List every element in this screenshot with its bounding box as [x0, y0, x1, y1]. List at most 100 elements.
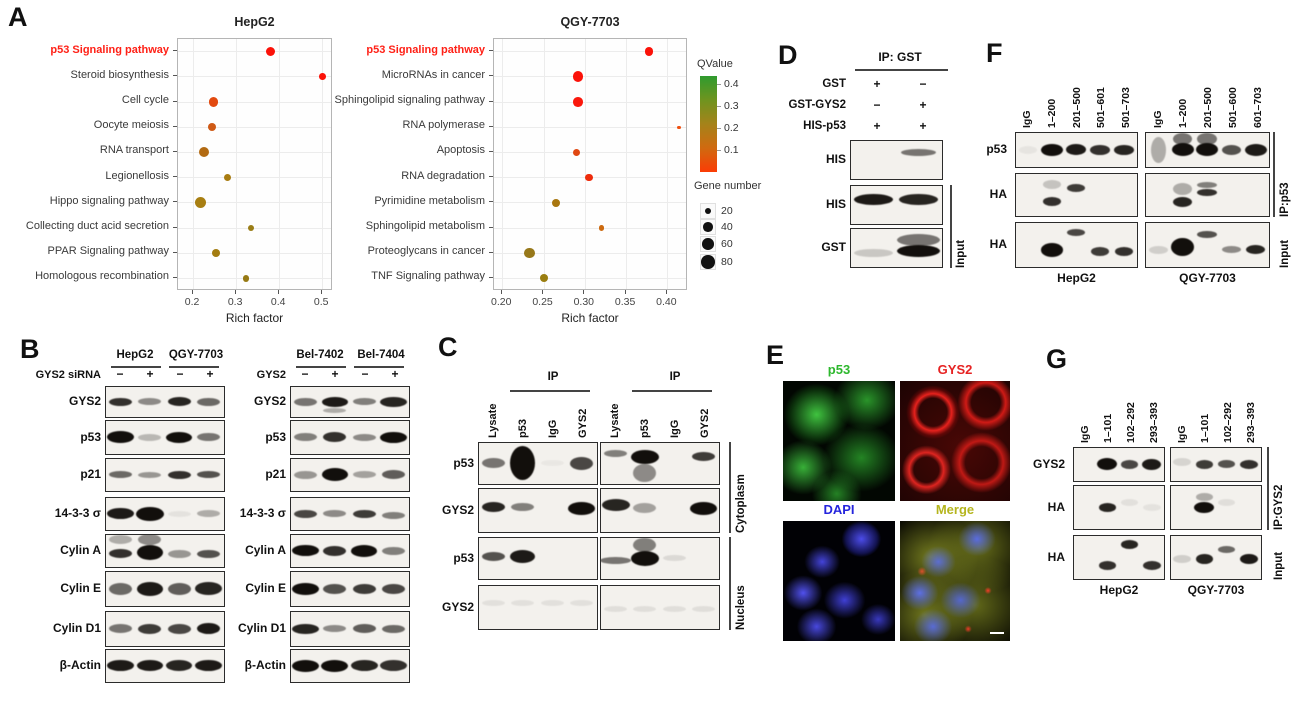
- qvalue-tick-label: 0.2: [724, 122, 739, 134]
- pathway-label: RNA degradation: [401, 169, 485, 182]
- blot-band: [109, 582, 133, 595]
- header-underline: [296, 366, 346, 368]
- blot-band: [1098, 502, 1117, 512]
- blot-band: [380, 431, 407, 443]
- y-axis-tick: [489, 50, 493, 52]
- ip-header: IP: [669, 371, 681, 383]
- blot-band: [633, 606, 657, 612]
- x-axis-tick: [500, 290, 502, 294]
- blot-band: [897, 244, 940, 257]
- panel-label-b: B: [20, 334, 40, 364]
- blot-band: [1195, 493, 1214, 501]
- blot-band: [1217, 498, 1236, 506]
- data-point: [265, 46, 276, 57]
- lane-label: 501–600: [1226, 87, 1239, 128]
- pathway-label: p53 Signaling pathway: [50, 43, 169, 56]
- western-blot: [850, 185, 943, 225]
- gridline-vertical: [543, 39, 545, 289]
- blot-band: [294, 397, 318, 406]
- western-blot: [600, 442, 720, 485]
- cell-line-header: Bel-7402: [296, 349, 344, 361]
- blot-band: [1217, 545, 1236, 553]
- blot-band: [109, 397, 133, 406]
- blot-band: [381, 624, 405, 633]
- blot-band: [1018, 145, 1038, 154]
- x-axis-tick: [624, 290, 626, 294]
- western-blot: [290, 420, 410, 455]
- blot-band: [604, 449, 628, 457]
- fraction-label: Nucleus: [735, 585, 747, 630]
- qvalue-tick-label: 0.3: [724, 100, 739, 112]
- blot-band: [165, 660, 193, 671]
- lane-label: Lysate: [609, 403, 621, 438]
- blot-band: [630, 550, 659, 566]
- blot-band: [601, 556, 631, 564]
- antibody-label: p53: [265, 429, 286, 444]
- blot-band: [900, 149, 937, 156]
- antibody-label: HIS: [825, 152, 846, 166]
- antibody-label: HA: [1047, 499, 1065, 514]
- western-blot: [478, 442, 598, 485]
- x-axis-tick: [542, 290, 544, 294]
- blot-band: [1065, 144, 1087, 155]
- blot-band: [350, 544, 378, 557]
- blot-band: [323, 432, 347, 442]
- western-blot: [1073, 447, 1165, 482]
- blot-band: [1195, 459, 1214, 469]
- cell-line-header: Bel-7404: [357, 349, 405, 361]
- panel-label-d: D: [778, 40, 798, 70]
- gridline-horizontal: [494, 202, 686, 204]
- antibody-label: GYS2: [441, 502, 474, 517]
- blot-band: [165, 431, 193, 443]
- blot-band: [511, 503, 535, 511]
- antibody-label: p21: [265, 467, 286, 481]
- gene-number-legend-title: Gene number: [694, 180, 762, 192]
- antibody-label: p53: [80, 429, 101, 444]
- pathway-label: PPAR Signaling pathway: [47, 245, 169, 258]
- blot-band: [138, 471, 162, 478]
- blot-band: [352, 509, 376, 518]
- lane-label: 501–703: [1119, 87, 1132, 128]
- condition-sign: −: [873, 98, 881, 112]
- qvalue-tick-mark: [717, 83, 721, 85]
- blot-band: [1171, 143, 1194, 156]
- fluorescence-image: [783, 381, 895, 501]
- blot-band: [321, 659, 349, 672]
- ip-header: IP: GST: [878, 50, 922, 64]
- gridline-vertical: [584, 39, 586, 289]
- y-axis-tick: [173, 176, 177, 178]
- blot-band: [633, 503, 657, 513]
- treatment-sign: −: [361, 367, 369, 381]
- blot-band: [854, 248, 893, 257]
- gridline-horizontal: [178, 101, 331, 103]
- header-underline: [111, 366, 161, 368]
- blot-band: [196, 471, 220, 478]
- blot-band: [292, 623, 319, 634]
- blot-band: [292, 659, 320, 672]
- pathway-label: Cell cycle: [121, 94, 169, 106]
- blot-band: [381, 470, 405, 479]
- blot-band: [853, 194, 894, 205]
- blot-band: [352, 583, 376, 594]
- pathway-label: Legionellosis: [105, 169, 169, 182]
- x-axis-tick: [234, 290, 236, 294]
- western-blot: [290, 571, 410, 607]
- treatment-sign: −: [116, 367, 124, 381]
- pathway-label: Homologous recombination: [35, 270, 169, 283]
- x-tick-label: 0.30: [573, 296, 595, 308]
- blot-band: [1143, 503, 1161, 511]
- blot-band: [381, 512, 405, 519]
- blot-band: [1097, 458, 1118, 470]
- x-axis-tick: [277, 290, 279, 294]
- western-blot: [290, 611, 410, 647]
- y-axis-tick: [173, 50, 177, 52]
- gridline-horizontal: [494, 126, 686, 128]
- ip-header-underline: [632, 390, 712, 392]
- qvalue-tick-label: 0.4: [724, 78, 739, 90]
- blot-band: [350, 660, 378, 671]
- blot-band: [294, 509, 318, 518]
- plot-area: [177, 38, 332, 290]
- blot-band: [135, 506, 164, 521]
- data-point: [208, 97, 219, 107]
